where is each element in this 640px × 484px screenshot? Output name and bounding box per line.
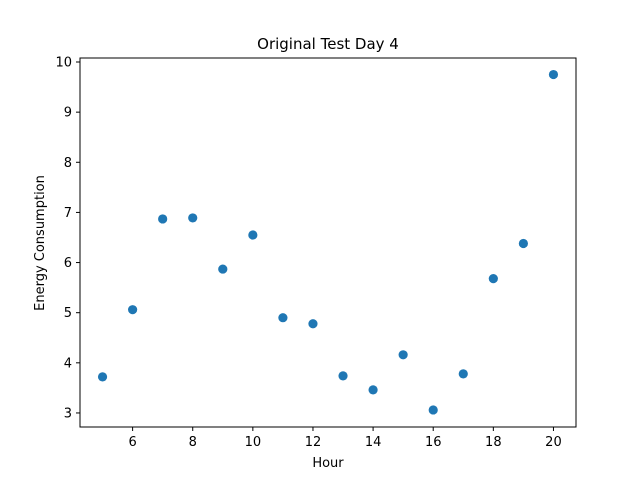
data-point <box>308 319 318 329</box>
data-point <box>548 69 559 80</box>
data-point <box>518 238 528 249</box>
y-axis-label: Energy Consumption <box>33 175 48 311</box>
data-point <box>248 230 258 240</box>
y-tick-label: 6 <box>64 256 72 271</box>
data-point <box>368 385 378 395</box>
x-tick-label: 16 <box>425 435 442 450</box>
data-point <box>278 313 288 323</box>
chart-title: Original Test Day 4 <box>257 35 399 53</box>
data-point <box>188 213 198 223</box>
y-tick-label: 7 <box>64 206 72 221</box>
y-tick-label: 4 <box>64 356 72 371</box>
data-point <box>398 350 408 360</box>
data-point <box>158 214 168 224</box>
y-tick-label: 3 <box>64 406 72 421</box>
x-axis-label: Hour <box>312 456 344 471</box>
plot-area: 6 8 10 12 14 16 18 20 3 4 5 6 7 8 9 10 <box>55 56 577 450</box>
x-tick-label: 8 <box>189 435 197 450</box>
x-tick-label: 14 <box>365 435 382 450</box>
x-tick-label: 20 <box>545 435 562 450</box>
y-tick-label: 8 <box>64 156 72 171</box>
x-tick-label: 18 <box>485 435 502 450</box>
x-tick-label: 12 <box>305 435 322 450</box>
data-point <box>97 372 108 382</box>
y-tick-label: 5 <box>64 306 72 321</box>
plot-frame <box>79 57 577 428</box>
data-point <box>488 274 498 284</box>
data-point <box>428 405 438 415</box>
data-point <box>338 371 348 381</box>
x-tick-label: 10 <box>245 435 262 450</box>
data-point <box>218 264 228 274</box>
data-point <box>128 305 138 315</box>
data-point <box>458 369 468 379</box>
y-tick-label: 10 <box>55 56 72 71</box>
y-tick-label: 9 <box>64 106 72 121</box>
x-tick-label: 6 <box>128 435 136 450</box>
